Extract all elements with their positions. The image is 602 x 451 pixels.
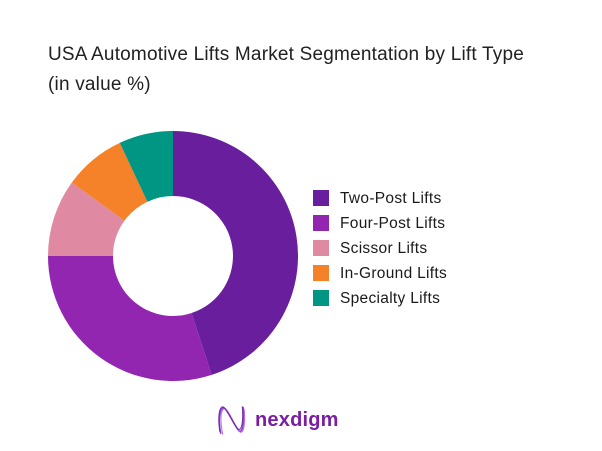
legend-item: Scissor Lifts: [313, 239, 447, 257]
legend-item: Two-Post Lifts: [313, 189, 447, 207]
legend-swatch: [313, 240, 329, 256]
legend-swatch: [313, 215, 329, 231]
chart-title-block: USA Automotive Lifts Market Segmentation…: [48, 40, 588, 100]
legend-label: Scissor Lifts: [340, 239, 428, 257]
donut-segment-four-post-lifts: [48, 256, 212, 381]
donut-segment-scissor-lifts: [48, 182, 125, 256]
legend-swatch: [313, 265, 329, 281]
donut-segment-two-post-lifts: [173, 131, 298, 375]
legend-label: Specialty Lifts: [340, 289, 441, 307]
donut-chart: [48, 131, 298, 381]
donut-segment-specialty-lifts: [119, 131, 173, 202]
legend-item: Four-Post Lifts: [313, 214, 447, 232]
chart-legend: Two-Post Lifts Four-Post Lifts Scissor Lif…: [313, 190, 447, 315]
legend-swatch: [313, 290, 329, 306]
legend-label: Four-Post Lifts: [340, 214, 446, 232]
donut-segment-in-ground-lifts: [71, 142, 148, 221]
legend-label: Two-Post Lifts: [340, 189, 442, 207]
legend-swatch: [313, 190, 329, 206]
legend-item: In-Ground Lifts: [313, 264, 448, 282]
brand-logo-text: nexdigm: [255, 408, 339, 431]
chart-title: USA Automotive Lifts Market Segmentation…: [48, 44, 524, 65]
chart-subtitle: (in value %): [48, 74, 151, 95]
legend-label: In-Ground Lifts: [340, 264, 448, 282]
nexdigm-wave-n-icon: [218, 406, 246, 435]
brand-logo: nexdigm: [216, 402, 339, 438]
legend-item: Specialty Lifts: [313, 289, 447, 307]
